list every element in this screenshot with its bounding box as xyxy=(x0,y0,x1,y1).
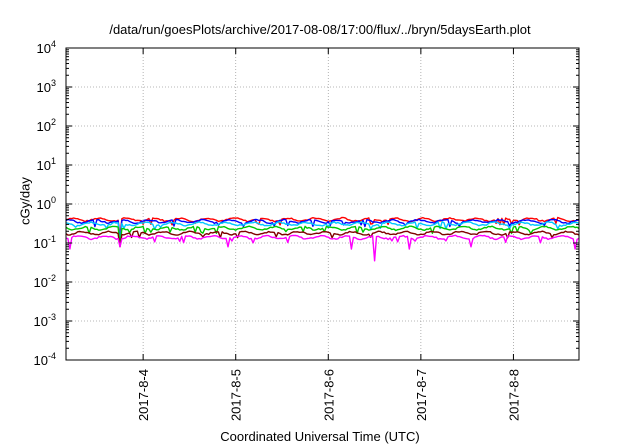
series-line-1 xyxy=(65,216,580,237)
x-tick-label: 2017-8-7 xyxy=(414,369,429,421)
y-tick-label: 103 xyxy=(37,78,56,95)
y-tick-label: 100 xyxy=(37,195,56,212)
x-axis-label: Coordinated Universal Time (UTC) xyxy=(220,429,420,444)
y-tick-label: 10-1 xyxy=(34,234,56,251)
y-tick-label: 10-2 xyxy=(34,273,56,290)
x-tick-label: 2017-8-8 xyxy=(506,369,521,421)
y-axis-label: cGy/day xyxy=(17,177,33,225)
series-lines xyxy=(65,216,580,262)
axis-ticks: 10-4 10-3 10-2 10-1 100 101 102 103 104 2017-8-4 2… xyxy=(34,39,579,421)
y-tick-label: 10-3 xyxy=(34,312,56,329)
y-tick-label: 101 xyxy=(37,156,56,173)
chart-title: /data/run/goesPlots/archive/2017-08-08/1… xyxy=(109,22,531,37)
x-tick-label: 2017-8-6 xyxy=(321,369,336,421)
y-tick-label: 104 xyxy=(37,39,56,56)
y-tick-label: 10-4 xyxy=(34,351,56,368)
grid-lines xyxy=(66,48,579,360)
y-tick-label: 102 xyxy=(37,117,56,134)
x-tick-label: 2017-8-4 xyxy=(136,369,151,421)
series-line-3 xyxy=(65,221,580,244)
x-tick-label: 2017-8-5 xyxy=(229,369,244,421)
series-line-4 xyxy=(65,225,580,246)
series-line-6 xyxy=(65,234,580,262)
series-line-5 xyxy=(65,230,580,248)
